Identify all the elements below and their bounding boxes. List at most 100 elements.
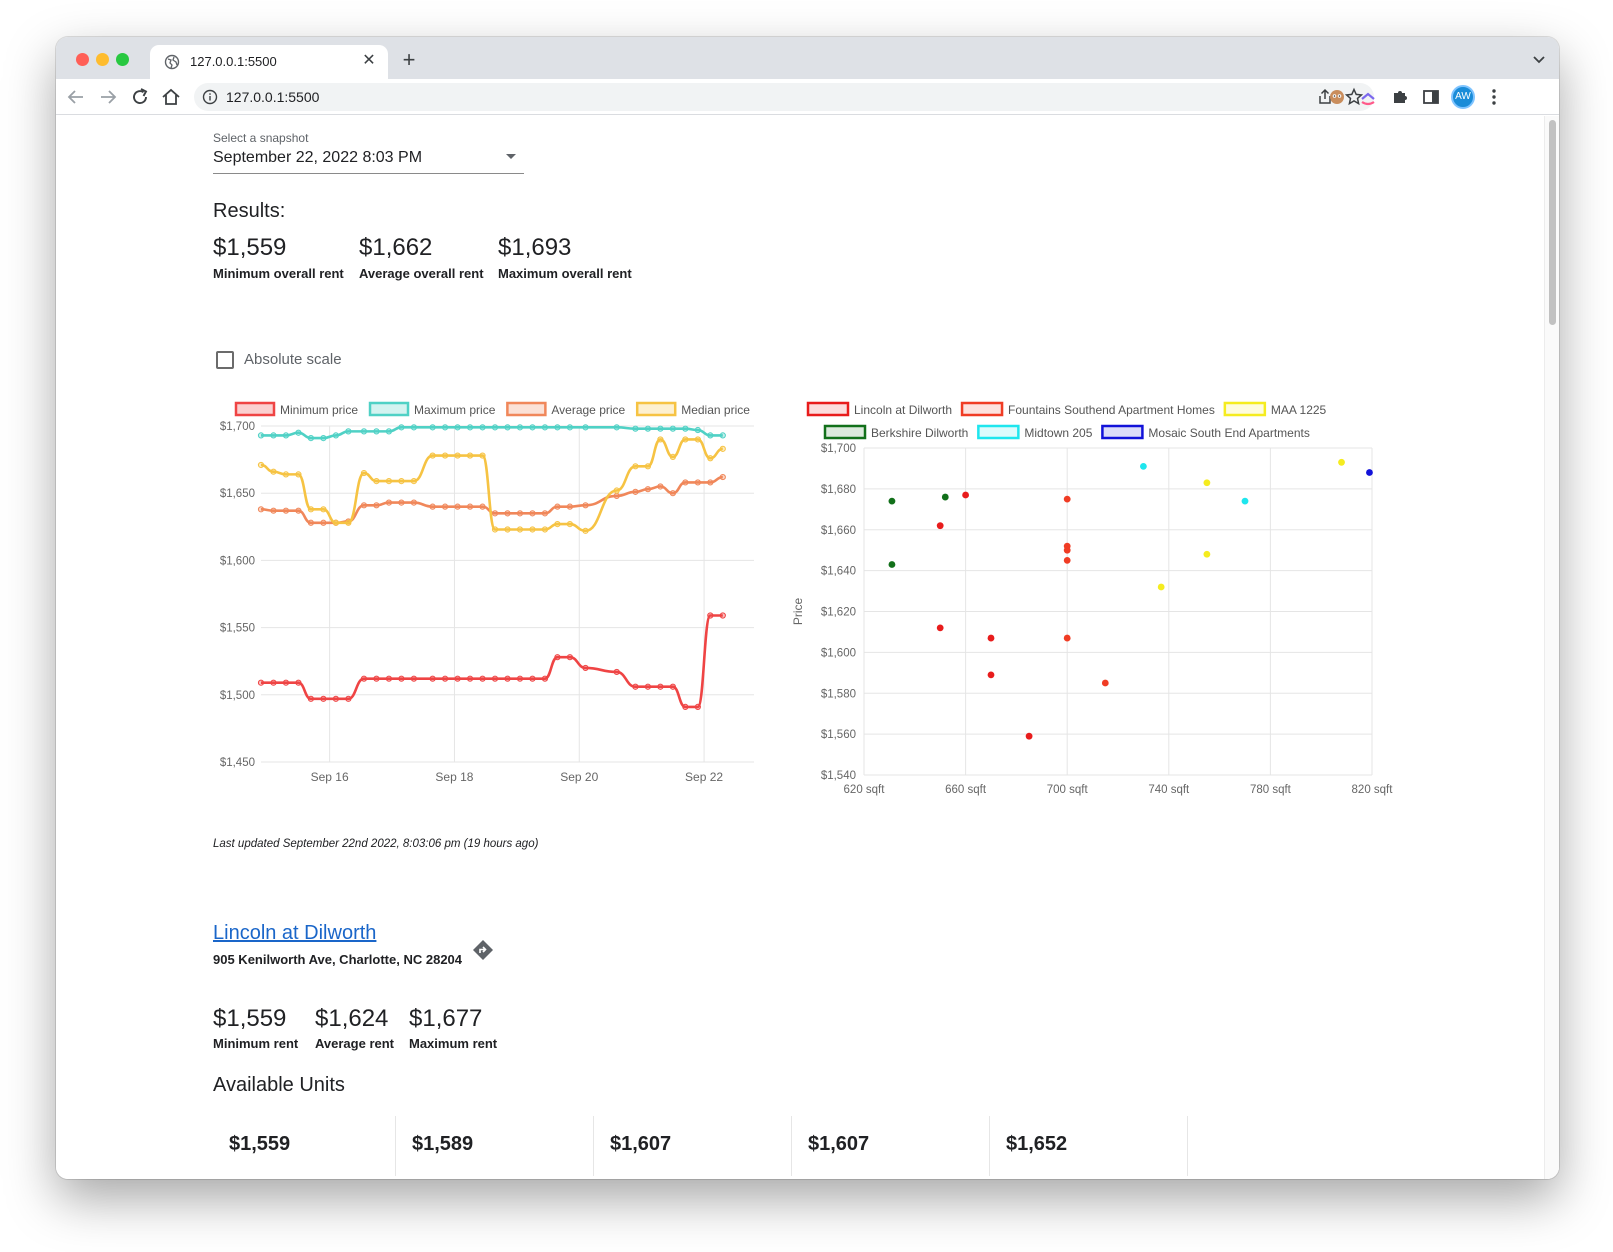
scatter-point [1063,557,1071,564]
data-point [554,521,561,528]
data-point [529,510,536,517]
x-tick-label: 820 sqft [1352,784,1394,796]
data-point [491,510,499,517]
reload-icon[interactable] [128,85,152,109]
scrollbar-thumb[interactable] [1549,120,1556,325]
unit-card[interactable]: $1,589 [396,1116,594,1176]
data-point [529,675,536,682]
data-point [491,424,499,431]
data-point [385,675,393,682]
data-point [566,424,574,431]
data-point [360,428,368,435]
close-window-button[interactable] [76,53,89,66]
globe-icon [164,54,180,70]
y-tick-label: $1,540 [821,770,856,782]
y-tick-label: $1,700 [220,421,255,433]
x-tick-label: Sep 18 [435,770,473,784]
data-point [466,675,474,682]
series-line [260,614,723,709]
data-point [657,436,664,443]
scatter-point [1203,550,1211,558]
profile-avatar[interactable]: AW [1451,85,1475,109]
maximize-window-button[interactable] [116,53,129,66]
browser-window: 127.0.0.1:5500 ✕ + 127.0.0.1:55 [56,37,1559,1179]
data-point [632,425,639,432]
data-point [398,499,405,506]
data-point [504,526,511,533]
share-icon[interactable] [1316,88,1334,106]
page-scrollbar[interactable] [1544,116,1559,1179]
data-point [644,425,652,432]
new-tab-icon[interactable]: + [402,47,416,72]
tab-title: 127.0.0.1:5500 [190,54,277,69]
data-point [410,675,417,682]
legend-swatch [368,401,410,417]
data-point [295,507,302,514]
data-point [491,526,499,533]
data-point [295,679,302,686]
url-text[interactable]: 127.0.0.1:5500 [226,89,320,105]
data-point [282,471,290,478]
snapshot-select-value[interactable]: September 22, 2022 8:03 PM [213,149,423,166]
unit-card[interactable]: $1,607 [594,1116,792,1176]
data-point [360,502,368,509]
data-point [454,503,461,510]
data-point [479,424,486,431]
clickup-icon[interactable] [1356,85,1380,109]
data-point [582,664,589,672]
side-panel-icon[interactable] [1419,85,1443,109]
x-tick-label: Sep 20 [560,770,598,784]
data-point [541,424,549,431]
data-point [516,526,524,533]
data-point [613,668,620,676]
data-point [373,675,380,682]
browser-toolbar: 127.0.0.1:5500 AW [56,79,1559,115]
info-icon[interactable] [202,89,218,105]
scatter-point [1241,497,1249,505]
scatter-point [1366,469,1373,476]
dropdown-arrow-icon[interactable] [505,153,517,161]
property-name-link[interactable]: Lincoln at Dilworth [213,922,377,944]
data-point [410,499,417,506]
chevron-down-icon[interactable] [1531,51,1547,67]
directions-icon[interactable] [472,939,494,961]
address-bar[interactable]: 127.0.0.1:5500 [194,83,1374,111]
data-point [682,436,689,443]
unit-card[interactable]: $1,607 [792,1116,990,1176]
absolute-scale-label[interactable]: Absolute scale [244,351,342,368]
absolute-scale-checkbox[interactable] [216,351,234,369]
data-point [694,703,701,710]
minimize-window-button[interactable] [96,53,109,66]
bookmark-star-icon[interactable] [1344,87,1364,107]
data-point [644,463,652,470]
back-icon[interactable] [64,85,88,109]
forward-icon[interactable] [96,85,120,109]
puzzle-icon[interactable] [1388,85,1412,109]
data-point [385,428,393,435]
data-point [454,452,461,459]
data-point [441,452,449,459]
avg-overall-rent-value: $1,662 [359,234,433,261]
more-menu-icon[interactable] [1482,85,1506,109]
min-rent-value: $1,559 [213,1005,287,1032]
legend-swatch [823,424,867,440]
unit-card[interactable]: $1,559 [213,1116,396,1176]
unit-card[interactable]: $1,652 [990,1116,1188,1176]
data-point [466,424,474,431]
extension-face-icon[interactable] [1325,85,1349,109]
close-tab-icon[interactable]: ✕ [362,52,376,69]
browser-tab[interactable]: 127.0.0.1:5500 ✕ [150,45,388,79]
data-point [373,478,380,485]
data-point [707,455,714,462]
min-rent-label: Minimum rent [213,1036,299,1051]
data-point [441,675,449,682]
scatter-point [936,624,944,632]
data-point [429,503,436,510]
data-point [682,703,689,710]
max-overall-rent-value: $1,693 [498,234,572,261]
y-tick-label: $1,700 [821,443,856,455]
data-point [429,452,436,459]
y-tick-label: $1,500 [220,690,255,702]
home-icon[interactable] [159,85,183,109]
data-point [466,503,474,510]
